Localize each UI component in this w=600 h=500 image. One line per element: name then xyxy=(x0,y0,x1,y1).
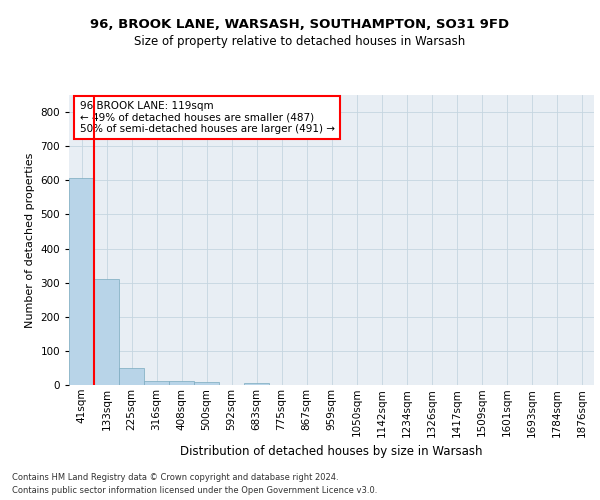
Text: 96, BROOK LANE, WARSASH, SOUTHAMPTON, SO31 9FD: 96, BROOK LANE, WARSASH, SOUTHAMPTON, SO… xyxy=(91,18,509,30)
Bar xyxy=(94,279,119,385)
X-axis label: Distribution of detached houses by size in Warsash: Distribution of detached houses by size … xyxy=(180,445,483,458)
Bar xyxy=(144,381,169,385)
Bar xyxy=(169,381,194,385)
Text: Contains HM Land Registry data © Crown copyright and database right 2024.: Contains HM Land Registry data © Crown c… xyxy=(12,472,338,482)
Bar xyxy=(244,382,269,385)
Bar xyxy=(194,382,219,385)
Text: Size of property relative to detached houses in Warsash: Size of property relative to detached ho… xyxy=(134,35,466,48)
Y-axis label: Number of detached properties: Number of detached properties xyxy=(25,152,35,328)
Text: 96 BROOK LANE: 119sqm
← 49% of detached houses are smaller (487)
50% of semi-det: 96 BROOK LANE: 119sqm ← 49% of detached … xyxy=(79,101,335,134)
Bar xyxy=(119,368,144,385)
Text: Contains public sector information licensed under the Open Government Licence v3: Contains public sector information licen… xyxy=(12,486,377,495)
Bar xyxy=(69,178,94,385)
